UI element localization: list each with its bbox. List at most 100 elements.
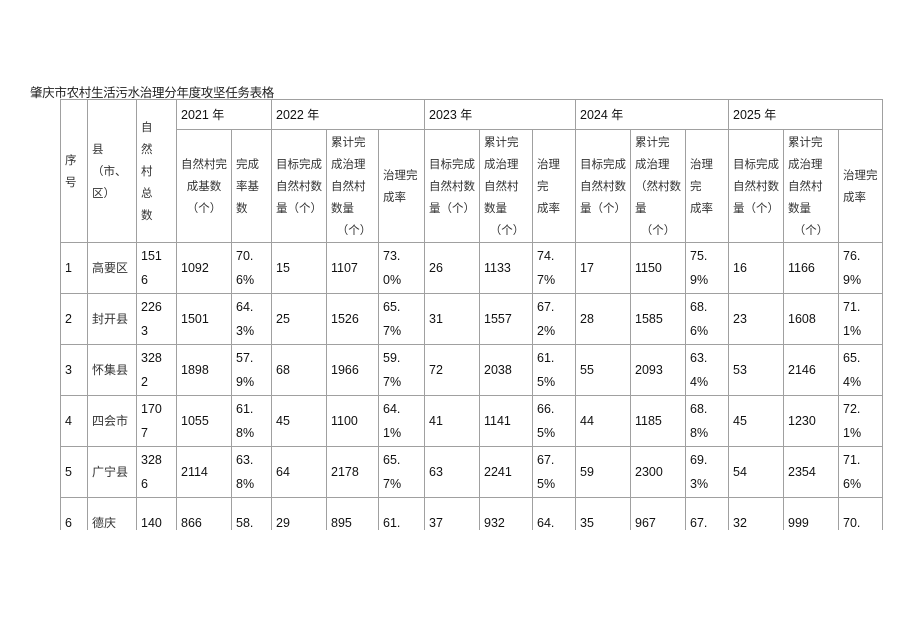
cell-cumulative-2023: 2241 [479, 446, 533, 498]
cell-value: 16 [733, 261, 747, 275]
cell-value: 69.3% [690, 453, 709, 491]
cell-target-2023: 37 [424, 497, 480, 530]
cell-value: 23 [733, 312, 747, 326]
header-2023-cumulative: 累计完 成治理 自然村 数量 （个） [479, 129, 533, 243]
cell-rate-2025: 71.6% [838, 446, 883, 498]
cell-value: 1707 [141, 402, 162, 440]
cell-value: 1501 [181, 312, 209, 326]
cell-value: 67.5% [537, 453, 556, 491]
cell-cumulative-2025: 2146 [783, 344, 839, 396]
cell-rate-2023: 67.2% [532, 293, 576, 345]
cell-value: 41 [429, 414, 443, 428]
header-2023-target: 目标完成 自然村数 量（个） [424, 129, 480, 243]
cell-value: 61.5% [537, 351, 556, 389]
cell-cumulative-2022: 1100 [326, 395, 379, 447]
cell-value: 67. [690, 516, 708, 530]
cell-rate-2021: 63.8% [231, 446, 272, 498]
cell-value: 1 [65, 261, 72, 275]
cell-target-2022: 45 [271, 395, 327, 447]
cell-value: 1133 [484, 261, 511, 275]
cell-cumulative-2024: 967 [630, 497, 686, 530]
table-row: 3 怀集县 3282 1898 57.9% 68 1966 59.7% 72 2038 61.5% 5… [60, 344, 883, 396]
cell-value: 45 [733, 414, 747, 428]
cell-rate-2022: 73.0% [378, 242, 425, 294]
cell-rate-2024: 67. [685, 497, 729, 530]
cell-cumulative-2022: 1107 [326, 242, 379, 294]
cell-value: 4 [65, 414, 72, 428]
header-2025-cumulative: 累计完 成治理 自然村 数量 （个） [783, 129, 839, 243]
cell-value: 5 [65, 465, 72, 479]
cell-rate-2024: 68.6% [685, 293, 729, 345]
cell-index: 5 [60, 446, 88, 498]
cell-value: 四会市 [92, 414, 129, 428]
cell-cumulative-2024: 1585 [630, 293, 686, 345]
cell-county: 高要区 [87, 242, 137, 294]
cell-county: 四会市 [87, 395, 137, 447]
cell-value: 999 [788, 516, 809, 530]
cell-index: 2 [60, 293, 88, 345]
cell-cumulative-2025: 1608 [783, 293, 839, 345]
cell-value: 65.7% [383, 300, 402, 338]
cell-target-2025: 23 [728, 293, 784, 345]
cell-value: 1585 [635, 312, 663, 326]
table-row: 5 广宁县 3286 2114 63.8% 64 2178 65.7% 63 2241 67.5% 5… [60, 446, 883, 498]
cell-target-2025: 16 [728, 242, 784, 294]
cell-rate-2022: 65.7% [378, 293, 425, 345]
cell-value: 1185 [635, 414, 662, 428]
cell-value: 932 [484, 516, 505, 530]
header-2022-target: 目标完成 自然村数 量（个） [271, 129, 327, 243]
cell-value: 65.7% [383, 453, 402, 491]
cell-value: 怀集县 [92, 363, 129, 377]
cell-index: 6 [60, 497, 88, 530]
cell-value: 高要区 [92, 261, 129, 275]
year-label: 2023 [429, 107, 457, 122]
cell-county: 广宁县 [87, 446, 137, 498]
cell-value: 70.6% [236, 249, 255, 287]
cell-value: 3286 [141, 453, 162, 491]
cell-target-2023: 26 [424, 242, 480, 294]
cell-value: 2038 [484, 363, 512, 377]
cell-total-villages: 140 [136, 497, 177, 530]
header-index: 序号 [60, 99, 88, 243]
header-2021-base: 自然村完 成基数 （个） [176, 129, 232, 243]
task-table-container: 序号 县 （市、 区） 自 然 村 总 数 2021 年 2022 年 2023… [60, 99, 883, 530]
cell-value: 37 [429, 516, 443, 530]
cell-value: 76.9% [843, 249, 862, 287]
cell-rate-2025: 71.1% [838, 293, 883, 345]
cell-county: 怀集县 [87, 344, 137, 396]
cell-rate-2024: 63.4% [685, 344, 729, 396]
year-2024: 2024 年 [575, 99, 729, 130]
year-unit: 年 [764, 107, 777, 122]
cell-value: 1055 [181, 414, 209, 428]
cell-rate-2021: 57.9% [231, 344, 272, 396]
cell-value: 967 [635, 516, 656, 530]
cell-value: 63.8% [236, 453, 255, 491]
cell-value: 70. [843, 516, 861, 530]
cell-base-2021: 866 [176, 497, 232, 530]
header-2025-target: 目标完成 自然村数 量（个） [728, 129, 784, 243]
cell-value: 72 [429, 363, 443, 377]
cell-value: 2300 [635, 465, 663, 479]
cell-cumulative-2024: 1150 [630, 242, 686, 294]
cell-value: 2241 [484, 465, 512, 479]
cell-value: 1166 [788, 261, 815, 275]
cell-target-2023: 41 [424, 395, 480, 447]
cell-value: 58. [236, 516, 254, 530]
cell-value: 2146 [788, 363, 816, 377]
table-row: 1 高要区 1516 1092 70.6% 15 1107 73.0% 26 1133 74.7% 1… [60, 242, 883, 294]
cell-value: 29 [276, 516, 290, 530]
cell-target-2024: 59 [575, 446, 631, 498]
cell-value: 1898 [181, 363, 209, 377]
cell-target-2024: 44 [575, 395, 631, 447]
year-unit: 年 [307, 107, 320, 122]
cell-total-villages: 3282 [136, 344, 177, 396]
cell-cumulative-2023: 1557 [479, 293, 533, 345]
header-2024-target: 目标完成 自然村数 量（个） [575, 129, 631, 243]
cell-base-2021: 1092 [176, 242, 232, 294]
cell-value: 72.1% [843, 402, 862, 440]
cell-target-2024: 28 [575, 293, 631, 345]
cell-rate-2024: 69.3% [685, 446, 729, 498]
table-row: 6 德庆 140 866 58. 29 895 61. 37 932 64. 35 967 67. 32 99… [60, 497, 883, 530]
cell-value: 1516 [141, 249, 162, 287]
cell-value: 2 [65, 312, 72, 326]
